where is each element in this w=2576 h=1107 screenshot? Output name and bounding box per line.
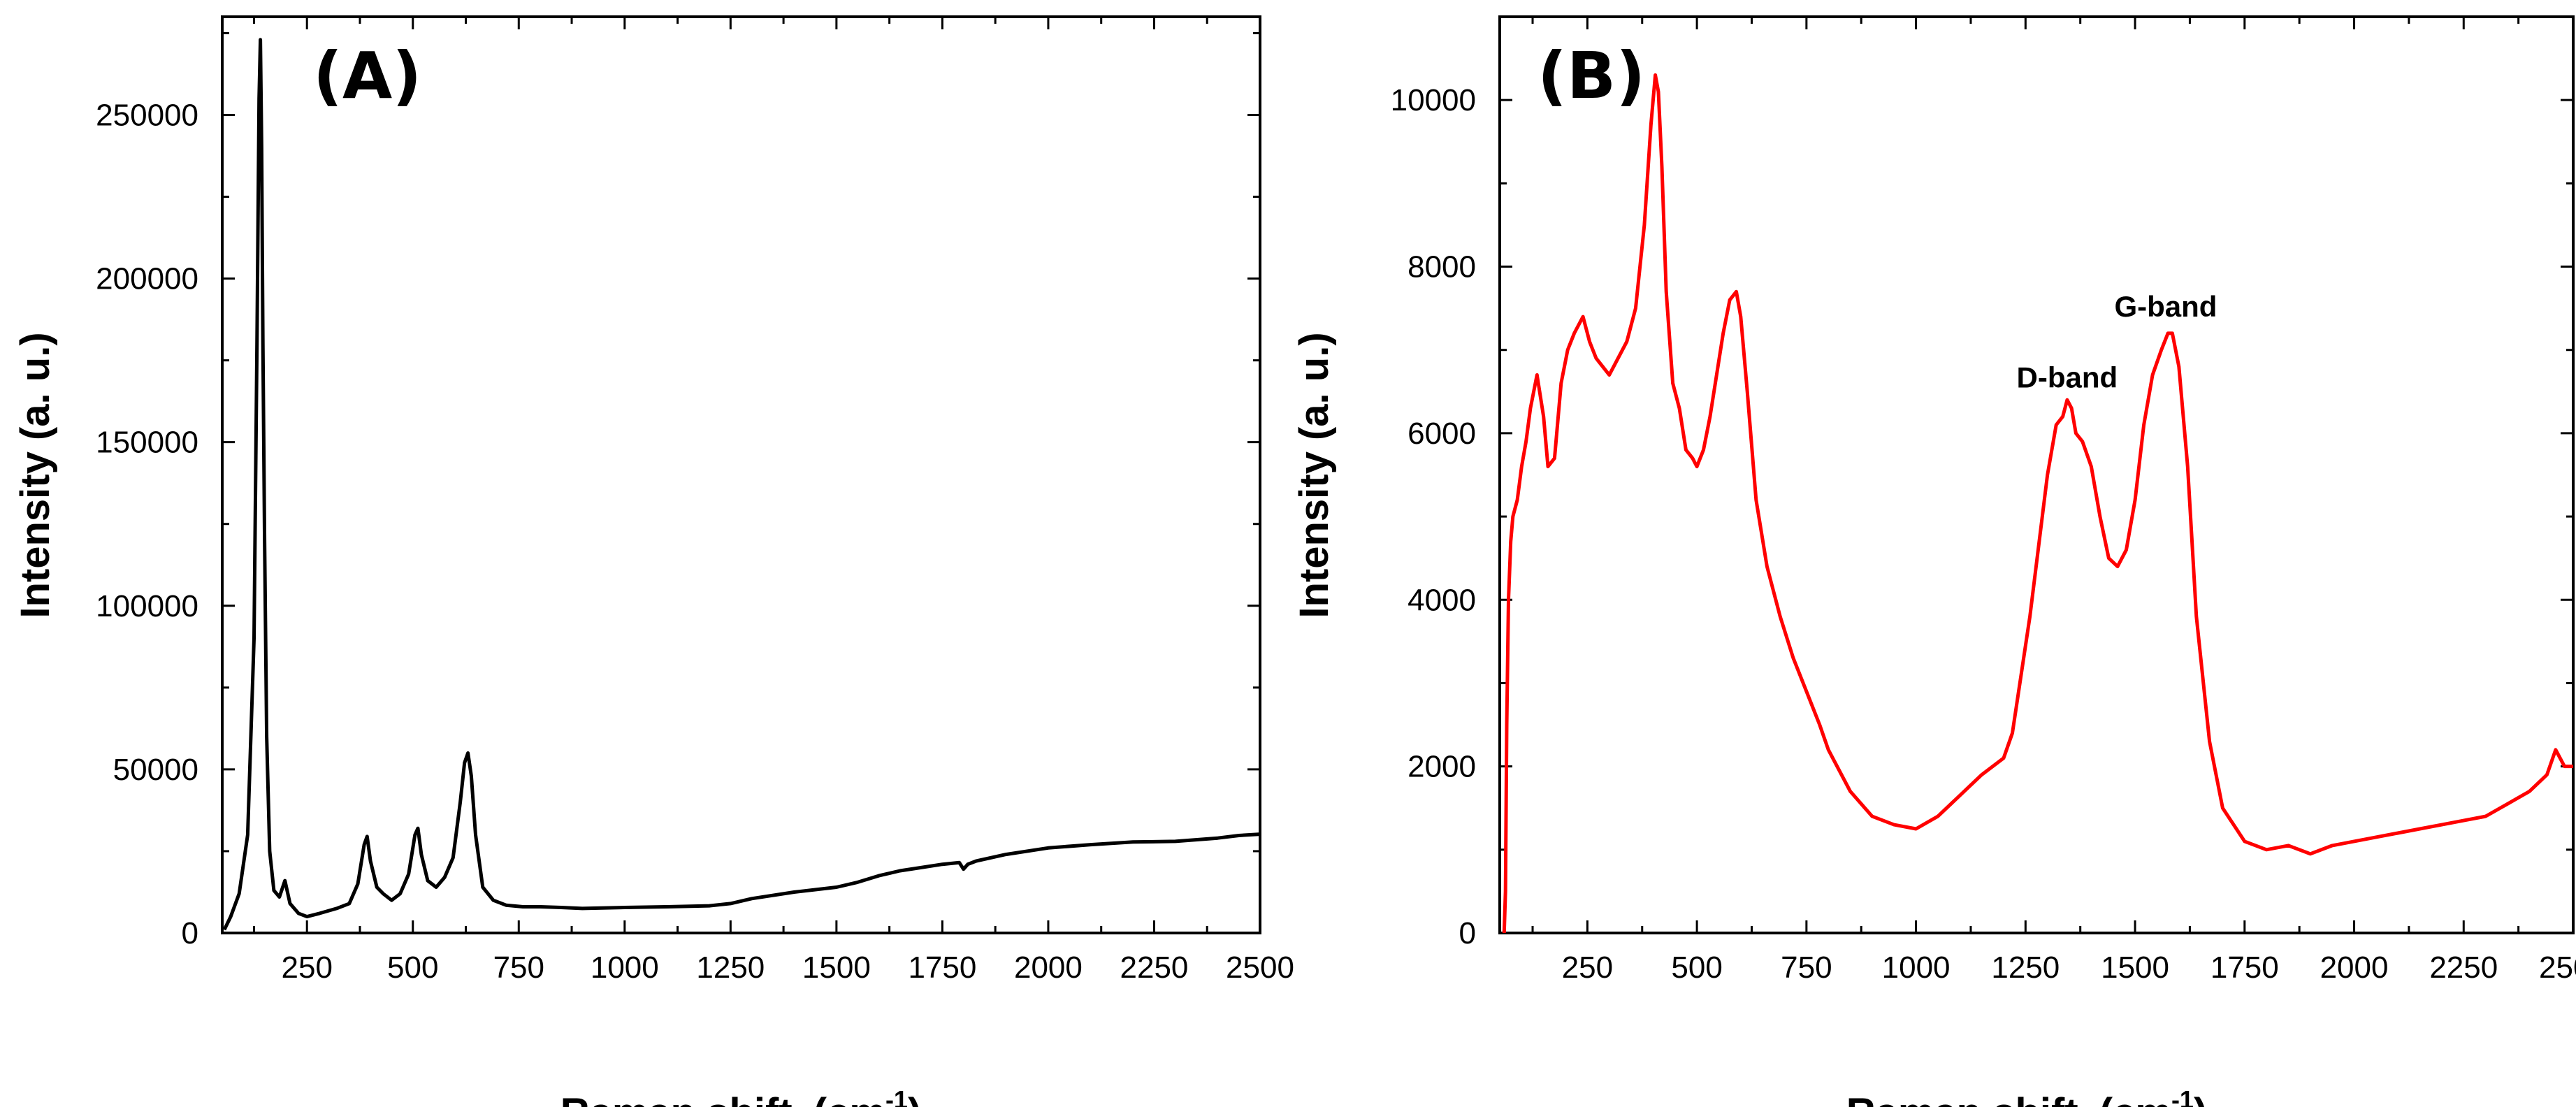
panel-b-y-tick-labels: 0 2000 4000 6000 8000 10000	[1391, 83, 1476, 950]
panel-b: 250 500 750 1000 1250 1500 1750 2000 2250 2500 0 2…	[1291, 15, 2576, 1107]
panel-b-xlabel-close: )	[2194, 1090, 2207, 1107]
panel-b-x-tick-label: 500	[1671, 950, 1722, 985]
panel-b-x-tick-label: 2250	[2429, 950, 2498, 985]
panel-b-plot-frame	[1498, 15, 2575, 934]
panel-a-y-tick-label: 100000	[96, 589, 198, 623]
d-band-annotation: D-band	[2017, 361, 2118, 393]
panel-a-x-tick-label: 1750	[908, 950, 976, 985]
panel-b-x-tick-label: 2000	[2320, 950, 2389, 985]
panel-b-xlabel: Raman shift	[1846, 1090, 2078, 1107]
panel-a-ticks	[222, 17, 1261, 934]
panel-b-x-tick-label: 250	[1562, 950, 1613, 985]
panel-a-x-tick-labels: 250 500 750 1000 1250 1500 1750 2000 2250 2500	[282, 950, 1294, 985]
panel-a-y-tick-label: 250000	[96, 98, 198, 132]
panel-a-x-tick-label: 1500	[802, 950, 871, 985]
panel-a-y-tick-label: 0	[182, 916, 198, 950]
panel-b-x-tick-labels: 250 500 750 1000 1250 1500 1750 2000 2250 2500	[1562, 950, 2576, 985]
panel-b-y-tick-label: 0	[1459, 916, 1476, 950]
panel-a-plot-frame	[221, 15, 1261, 934]
panel-b-y-tick-label: 6000	[1408, 417, 1476, 451]
panel-b-spectrum-line	[1502, 73, 2573, 934]
panel-a: 250 500 750 1000 1250 1500 1750 2000 2250 2500 0 5…	[13, 15, 1294, 1107]
panel-a-y-tick-label: 50000	[113, 753, 198, 787]
panel-b-x-tick-label: 1500	[2101, 950, 2169, 985]
panel-a-label: (A)	[313, 38, 421, 113]
panel-b-x-tick-label: 750	[1781, 950, 1832, 985]
panel-a-y-tick-label: 150000	[96, 426, 198, 460]
panel-a-x-tick-label: 1000	[591, 950, 659, 985]
panel-a-y-tick-label: 200000	[96, 262, 198, 296]
panel-b-x-tick-label: 2500	[2539, 950, 2576, 985]
panel-a-xlabel-unit: (cm	[813, 1090, 885, 1107]
g-band-annotation: G-band	[2114, 290, 2217, 323]
panel-a-spectrum-line	[222, 38, 1261, 931]
panel-b-x-tick-label: 1750	[2210, 950, 2279, 985]
panel-b-x-tick-label: 1250	[1991, 950, 2060, 985]
panel-a-x-tick-label: 500	[387, 950, 438, 985]
panel-a-y-tick-labels: 0 50000 100000 150000 200000 250000	[96, 98, 198, 950]
panel-b-y-tick-label: 10000	[1391, 83, 1476, 117]
panel-a-x-axis-title: Raman shift (cm-1)	[560, 1085, 922, 1107]
panel-a-x-tick-label: 2250	[1120, 950, 1189, 985]
panel-a-xlabel-close: )	[908, 1090, 921, 1107]
panel-a-x-tick-label: 2000	[1014, 950, 1083, 985]
panel-a-x-tick-label: 750	[493, 950, 544, 985]
panel-b-x-tick-label: 1000	[1882, 950, 1951, 985]
panel-b-label: (B)	[1537, 38, 1645, 113]
panel-a-xlabel-sup: -1	[885, 1085, 908, 1107]
panel-a-y-axis-title: Intensity (a. u.)	[13, 332, 58, 618]
panel-a-x-tick-label: 2500	[1226, 950, 1294, 985]
panel-b-y-axis-title: Intensity (a. u.)	[1291, 332, 1337, 618]
panel-b-y-tick-label: 8000	[1408, 250, 1476, 284]
panel-a-x-tick-label: 1250	[696, 950, 765, 985]
panel-b-xlabel-sup: -1	[2171, 1085, 2194, 1107]
panel-b-x-axis-title: Raman shift (cm-1)	[1846, 1085, 2208, 1107]
panel-b-y-tick-label: 4000	[1408, 583, 1476, 617]
panel-b-y-tick-label: 2000	[1408, 750, 1476, 784]
panel-b-xlabel-unit: (cm	[2099, 1090, 2171, 1107]
panel-a-x-tick-label: 250	[282, 950, 333, 985]
panel-b-ticks	[1500, 17, 2575, 934]
panel-a-xlabel: Raman shift	[560, 1090, 793, 1107]
